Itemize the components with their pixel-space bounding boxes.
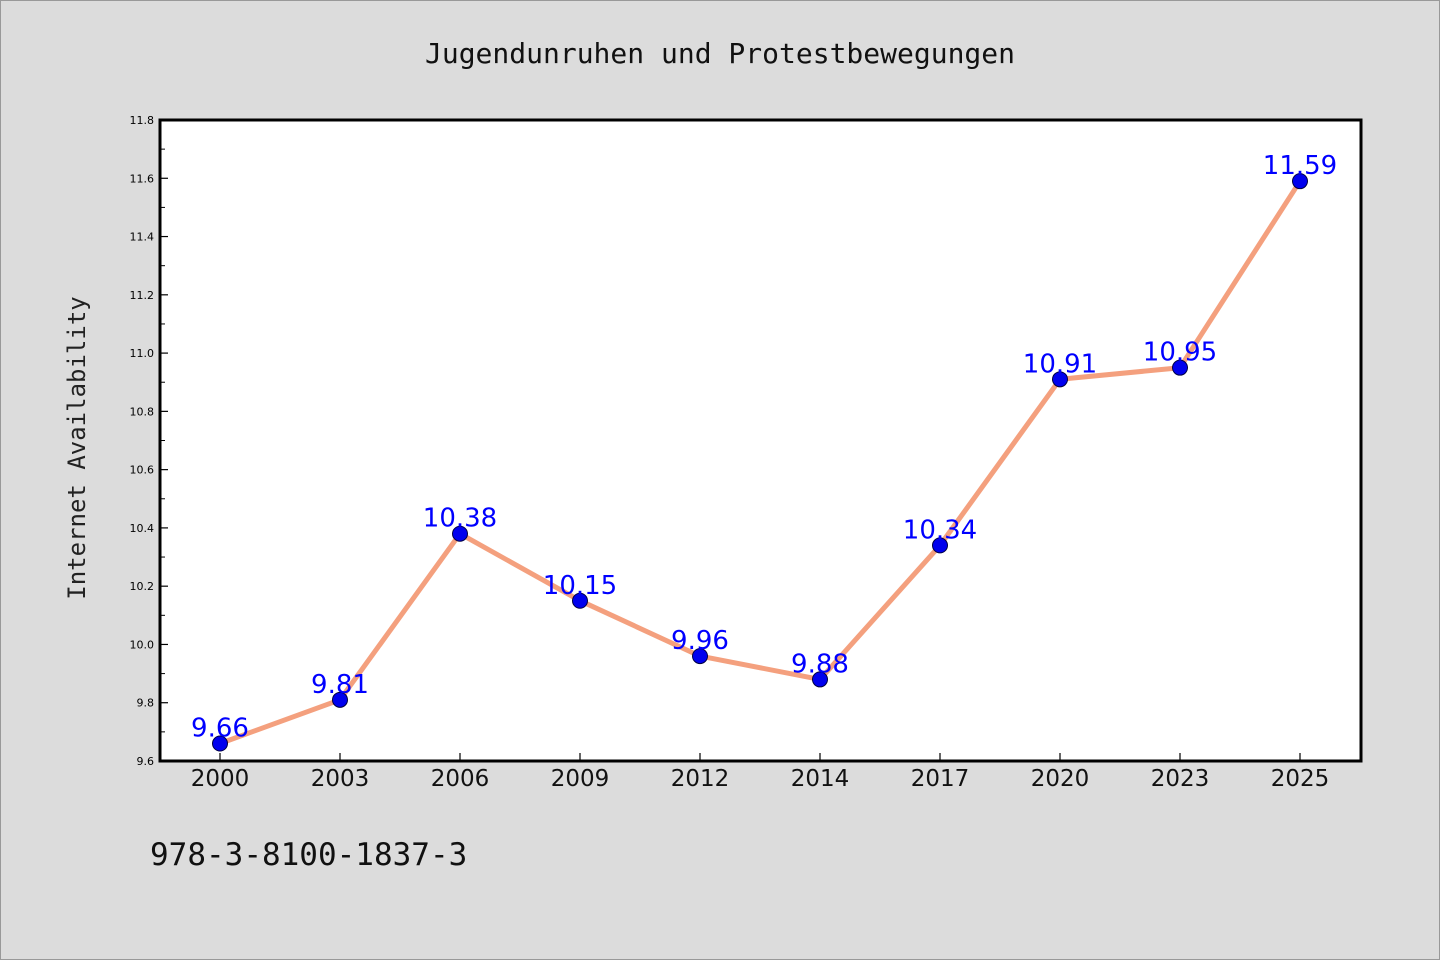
x-tick-label: 2023	[1151, 766, 1210, 792]
x-tick-label: 2025	[1271, 766, 1330, 792]
y-tick-label: 10.2	[130, 580, 155, 593]
y-tick-label: 9.6	[137, 755, 155, 768]
data-point-marker	[572, 592, 588, 609]
y-tick-label: 10.4	[130, 522, 155, 535]
data-label: 9.88	[791, 649, 849, 679]
series-line	[217, 178, 1303, 746]
data-point-marker	[932, 537, 948, 554]
chart-title: Jugendunruhen und Protestbewegungen	[425, 37, 1015, 70]
data-label: 10.15	[543, 571, 617, 601]
data-point-marker	[1292, 173, 1308, 190]
x-tick-label: 2003	[311, 766, 370, 792]
data-label: 9.96	[671, 626, 729, 656]
y-tick-label: 10.8	[130, 405, 155, 418]
y-tick-label: 11.6	[130, 172, 155, 185]
data-point-marker	[212, 735, 228, 752]
data-point-marker	[1172, 359, 1188, 376]
series-markers	[212, 173, 1308, 752]
data-point-marker	[812, 671, 828, 688]
y-tick-label: 11.8	[130, 114, 155, 127]
data-label: 11.59	[1263, 151, 1337, 181]
data-point-marker	[692, 648, 708, 665]
data-point-marker	[332, 691, 348, 708]
x-tick-label: 2000	[191, 766, 250, 792]
x-tick-label: 2012	[671, 766, 730, 792]
footer-code: 978-3-8100-1837-3	[150, 837, 467, 873]
plot-area	[160, 120, 1361, 761]
x-tick-label: 2020	[1031, 766, 1090, 792]
y-tick-label: 10.6	[130, 464, 155, 477]
y-tick-label: 9.8	[137, 697, 155, 710]
plot-frame	[158, 118, 1363, 763]
y-axis-label: Internet Availability	[63, 296, 91, 599]
data-label: 9.81	[311, 670, 369, 700]
data-label: 10.38	[423, 504, 497, 534]
data-label: 10.91	[1023, 349, 1097, 379]
data-point-marker	[1052, 371, 1068, 388]
x-tick-label: 2017	[911, 766, 970, 792]
x-tick-label: 2006	[431, 766, 490, 792]
y-tick-label: 11.0	[130, 347, 155, 360]
data-label: 10.95	[1143, 338, 1217, 368]
data-labels: 9.66 9.81 10.38 10.15 9.96 9.88 10.34 10.91 10.9…	[191, 151, 1337, 743]
data-point-marker	[452, 525, 468, 542]
x-tick-label: 2009	[551, 766, 610, 792]
x-tick-label: 2014	[791, 766, 850, 792]
y-tick-label: 11.2	[130, 289, 155, 302]
y-tick-label: 11.4	[130, 231, 155, 244]
y-tick-label: 10.0	[130, 638, 155, 651]
data-label: 9.66	[191, 714, 249, 744]
x-axis-ticks: 2000 2003 2006 2009 2012 2014 2017 2020 2023 2025	[191, 753, 1330, 792]
data-label: 10.34	[903, 515, 977, 545]
